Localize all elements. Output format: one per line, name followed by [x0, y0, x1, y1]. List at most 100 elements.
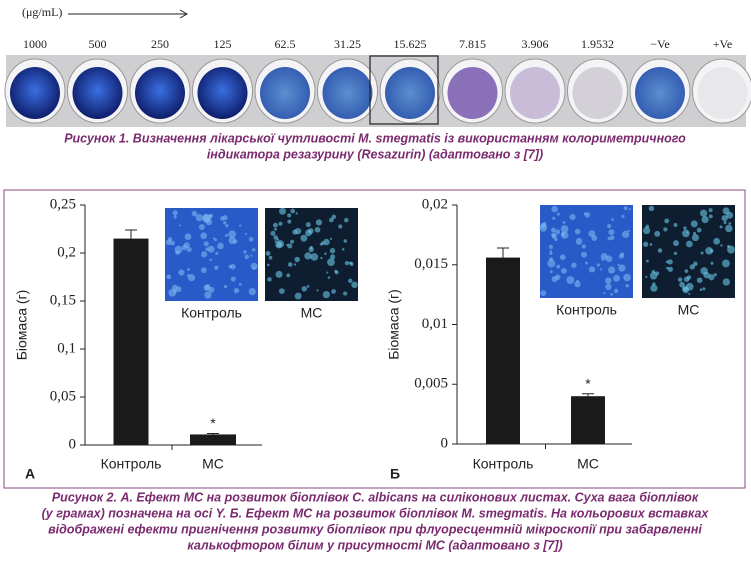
inset-texture	[286, 273, 291, 278]
y-tick-label: 0,01	[422, 316, 448, 332]
inset-texture	[250, 262, 258, 270]
inset-texture	[682, 285, 688, 292]
inset-texture	[682, 229, 690, 238]
inset-texture	[701, 216, 709, 224]
error-bar	[582, 393, 594, 397]
well	[197, 67, 248, 119]
inset-texture	[279, 207, 287, 215]
inset-texture	[292, 229, 298, 235]
inset-texture	[667, 266, 674, 272]
inset-texture	[220, 216, 225, 221]
inset-texture	[204, 291, 212, 299]
inset-texture	[691, 233, 700, 242]
annotation: *	[210, 415, 216, 431]
inset-texture	[580, 251, 588, 258]
inset-texture	[212, 237, 215, 240]
inset-texture	[200, 232, 208, 240]
inset-texture	[166, 274, 172, 280]
well	[635, 67, 685, 119]
inset-texture	[208, 286, 215, 293]
inset-texture	[172, 210, 178, 216]
inset-image	[540, 205, 633, 298]
inset-texture	[556, 264, 561, 269]
inset-texture	[554, 237, 558, 242]
inset-texture	[719, 225, 723, 229]
inset-texture	[725, 224, 733, 233]
inset-texture	[549, 251, 553, 255]
inset-texture	[306, 284, 310, 288]
inset-texture	[722, 259, 730, 268]
inset-texture	[279, 288, 285, 294]
caption-line: індикатора резазурину (Resazurin) (адапт…	[207, 147, 543, 161]
inset-texture	[230, 276, 236, 282]
inset-texture	[274, 240, 278, 243]
inset-texture	[646, 259, 649, 263]
error-bar	[207, 432, 219, 435]
inset-texture	[708, 274, 715, 281]
inset-texture	[294, 292, 302, 300]
inset-texture	[310, 253, 319, 261]
inset-texture	[605, 277, 612, 284]
inset-texture	[175, 250, 180, 255]
inset-texture	[274, 227, 277, 231]
inset-texture	[341, 248, 345, 251]
y-tick-label: 0	[441, 435, 449, 451]
inset-texture	[550, 227, 556, 233]
inset-texture	[173, 215, 177, 219]
inset-texture	[548, 244, 554, 250]
inset-texture	[276, 240, 285, 248]
inset-texture	[696, 277, 703, 284]
bar	[486, 257, 520, 444]
inset-texture	[349, 261, 352, 265]
inset-texture	[693, 261, 698, 267]
inset-texture	[338, 224, 343, 229]
inset-texture	[305, 222, 311, 228]
inset-texture	[331, 214, 337, 219]
bar	[190, 434, 236, 445]
x-tick-label: МС	[577, 456, 599, 472]
inset-texture	[200, 267, 207, 274]
inset-texture	[708, 208, 713, 213]
inset-texture	[278, 221, 283, 226]
inset-texture	[559, 254, 566, 261]
inset-texture	[571, 262, 577, 268]
well	[572, 67, 623, 119]
inset-texture	[596, 263, 600, 267]
well-label: 31.25	[334, 37, 361, 51]
inset-texture	[327, 258, 335, 267]
inset-texture	[569, 214, 576, 221]
inset-texture	[723, 221, 727, 225]
inset-texture	[195, 214, 203, 222]
inset-texture	[344, 260, 350, 266]
inset-texture	[677, 277, 683, 282]
well-label: 125	[214, 37, 232, 51]
well-label: 250	[151, 37, 169, 51]
inset-texture	[186, 267, 190, 271]
inset-texture	[295, 212, 298, 215]
inset-texture	[628, 208, 631, 211]
inset-texture	[673, 251, 678, 256]
inset-texture	[233, 287, 240, 294]
arrow-head	[179, 9, 189, 19]
inset-texture	[165, 239, 172, 246]
inset-texture	[688, 292, 691, 295]
inset-texture	[566, 276, 575, 285]
inset-texture	[665, 260, 669, 264]
inset-texture	[272, 222, 278, 228]
inset-texture	[250, 254, 253, 257]
inset-texture	[244, 232, 248, 236]
well-label: 62.5	[275, 37, 296, 51]
inset-texture	[708, 214, 713, 219]
inset-texture	[170, 240, 175, 246]
inset-texture	[693, 231, 697, 235]
inset-texture	[699, 209, 708, 217]
y-tick-label: 0,15	[50, 292, 76, 308]
bar	[113, 238, 149, 445]
inset-texture	[613, 274, 620, 282]
inset-texture	[334, 269, 338, 273]
inset-texture	[664, 218, 670, 224]
inset-texture	[344, 217, 349, 223]
inset-texture	[201, 251, 208, 258]
inset-texture	[666, 266, 669, 270]
inset-texture	[244, 254, 250, 260]
